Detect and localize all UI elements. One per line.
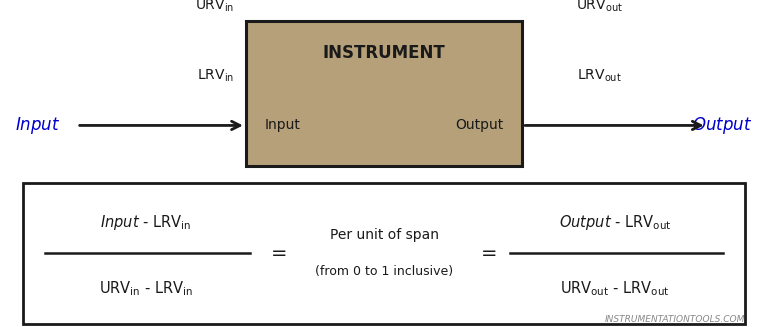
Text: Output: Output — [455, 118, 503, 132]
Text: =: = — [481, 244, 497, 263]
FancyBboxPatch shape — [246, 21, 522, 166]
Text: =: = — [271, 244, 287, 263]
Text: INSTRUMENT: INSTRUMENT — [323, 44, 445, 62]
Text: URV$_{\mathregular{out}}$: URV$_{\mathregular{out}}$ — [575, 0, 623, 14]
Text: LRV$_{\mathregular{out}}$: LRV$_{\mathregular{out}}$ — [577, 68, 621, 84]
Text: $\mathit{Input}$: $\mathit{Input}$ — [15, 115, 61, 136]
Text: LRV$_{\mathregular{in}}$: LRV$_{\mathregular{in}}$ — [197, 68, 233, 84]
Text: URV$_{\mathregular{out}}$ - LRV$_{\mathregular{out}}$: URV$_{\mathregular{out}}$ - LRV$_{\mathr… — [560, 279, 670, 298]
FancyBboxPatch shape — [23, 183, 745, 324]
Text: URV$_{\mathregular{in}}$: URV$_{\mathregular{in}}$ — [195, 0, 235, 14]
Text: $\mathit{Output}$ - LRV$_{\mathregular{out}}$: $\mathit{Output}$ - LRV$_{\mathregular{o… — [559, 213, 671, 232]
Text: $\mathit{Input}$ - LRV$_{\mathregular{in}}$: $\mathit{Input}$ - LRV$_{\mathregular{in… — [100, 213, 191, 232]
Text: (from 0 to 1 inclusive): (from 0 to 1 inclusive) — [315, 265, 453, 278]
Text: URV$_{\mathregular{in}}$ - LRV$_{\mathregular{in}}$: URV$_{\mathregular{in}}$ - LRV$_{\mathre… — [99, 279, 193, 298]
Text: INSTRUMENTATIONTOOLS.COM: INSTRUMENTATIONTOOLS.COM — [604, 315, 745, 324]
Text: $\mathit{Output}$: $\mathit{Output}$ — [693, 115, 753, 136]
Text: Per unit of span: Per unit of span — [329, 228, 439, 242]
Text: Input: Input — [265, 118, 301, 132]
